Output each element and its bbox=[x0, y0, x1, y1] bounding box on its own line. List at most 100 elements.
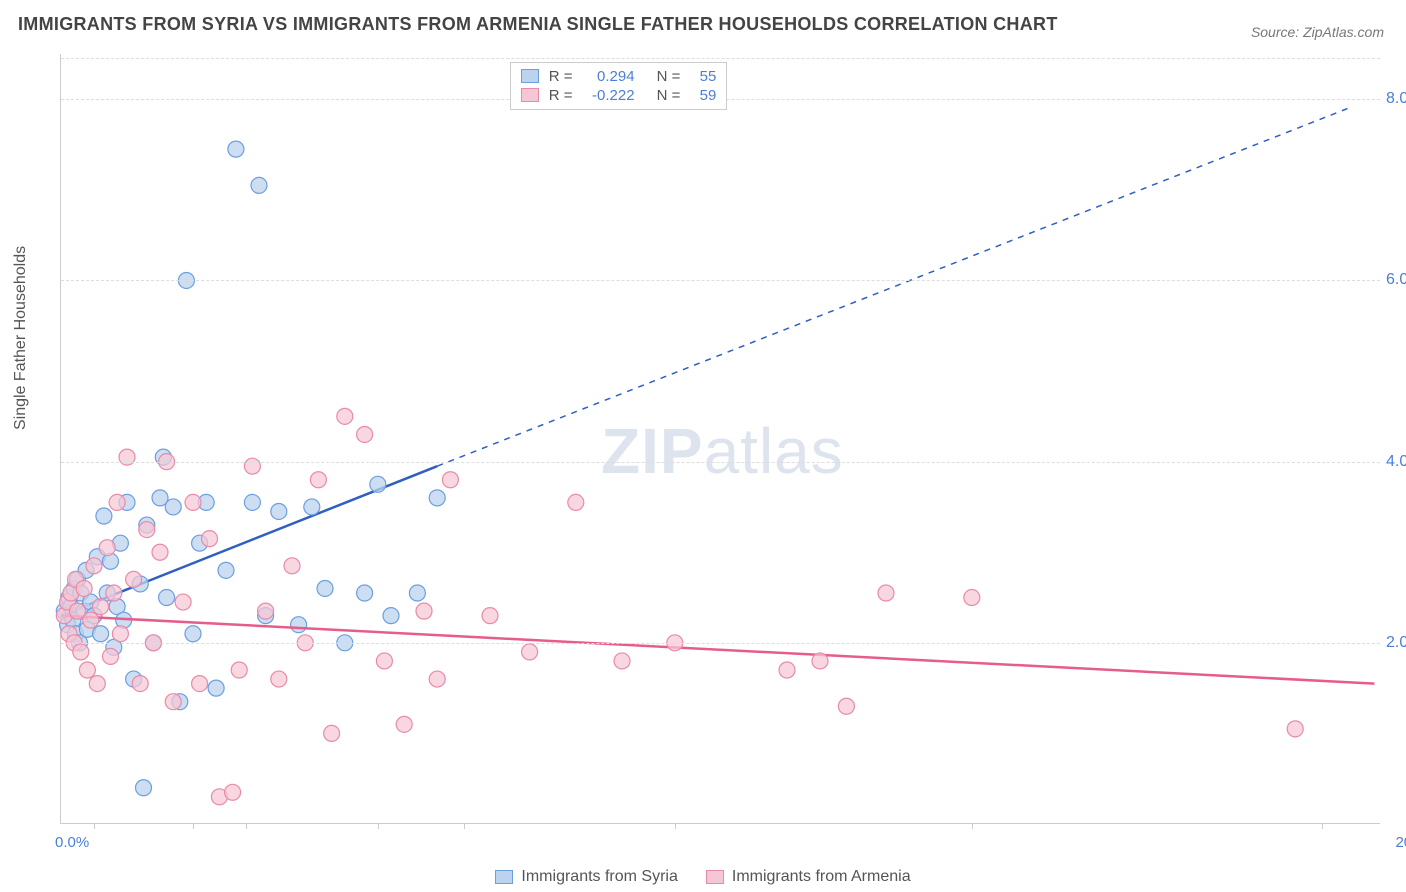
trend-line bbox=[61, 616, 1374, 684]
data-point bbox=[812, 653, 828, 669]
gridline bbox=[61, 280, 1380, 281]
data-point bbox=[357, 426, 373, 442]
x-max-label: 20.0% bbox=[1395, 834, 1406, 851]
legend-item: Immigrants from Armenia bbox=[706, 868, 911, 886]
data-point bbox=[165, 694, 181, 710]
data-point bbox=[228, 141, 244, 157]
data-point bbox=[93, 626, 109, 642]
n-value: 55 bbox=[690, 68, 716, 85]
data-point bbox=[152, 544, 168, 560]
data-point bbox=[964, 590, 980, 606]
data-point bbox=[185, 626, 201, 642]
x-tick bbox=[94, 823, 95, 829]
data-point bbox=[409, 585, 425, 601]
data-point bbox=[370, 476, 386, 492]
data-point bbox=[258, 603, 274, 619]
data-point bbox=[225, 784, 241, 800]
data-point bbox=[106, 585, 122, 601]
source-attribution: Source: ZipAtlas.com bbox=[1251, 24, 1384, 40]
x-tick bbox=[1322, 823, 1323, 829]
data-point bbox=[284, 558, 300, 574]
y-axis-label: Single Father Households bbox=[12, 246, 30, 430]
legend-swatch bbox=[495, 870, 513, 884]
data-point bbox=[429, 490, 445, 506]
data-point bbox=[103, 648, 119, 664]
data-point bbox=[99, 540, 115, 556]
data-point bbox=[324, 725, 340, 741]
data-point bbox=[416, 603, 432, 619]
correlation-legend: R = 0.294 N = 55 R = -0.222 N = 59 bbox=[510, 62, 728, 110]
data-point bbox=[271, 671, 287, 687]
n-value: 59 bbox=[690, 87, 716, 104]
chart-title: IMMIGRANTS FROM SYRIA VS IMMIGRANTS FROM… bbox=[18, 14, 1058, 35]
y-tick-label: 4.0% bbox=[1386, 453, 1406, 471]
data-point bbox=[878, 585, 894, 601]
gridline bbox=[61, 643, 1380, 644]
legend-item: Immigrants from Syria bbox=[495, 868, 677, 886]
data-point bbox=[244, 494, 260, 510]
x-tick bbox=[193, 823, 194, 829]
data-point bbox=[442, 472, 458, 488]
data-point bbox=[376, 653, 392, 669]
data-point bbox=[165, 499, 181, 515]
x-tick bbox=[378, 823, 379, 829]
r-label: R = bbox=[549, 87, 573, 104]
data-point bbox=[396, 716, 412, 732]
data-point bbox=[132, 676, 148, 692]
data-point bbox=[614, 653, 630, 669]
legend-bottom: Immigrants from Syria Immigrants from Arm… bbox=[0, 868, 1406, 886]
legend-swatch bbox=[521, 88, 539, 102]
gridline bbox=[61, 462, 1380, 463]
data-point bbox=[271, 503, 287, 519]
data-point bbox=[93, 599, 109, 615]
data-point bbox=[112, 626, 128, 642]
data-point bbox=[231, 662, 247, 678]
x-tick bbox=[675, 823, 676, 829]
data-point bbox=[429, 671, 445, 687]
data-point bbox=[73, 644, 89, 660]
data-point bbox=[83, 612, 99, 628]
data-point bbox=[218, 562, 234, 578]
y-tick-label: 8.0% bbox=[1386, 90, 1406, 108]
data-point bbox=[202, 531, 218, 547]
data-point bbox=[383, 608, 399, 624]
scatter-svg bbox=[61, 54, 1380, 823]
r-value: -0.222 bbox=[583, 87, 635, 104]
data-point bbox=[119, 449, 135, 465]
data-point bbox=[291, 617, 307, 633]
gridline bbox=[61, 58, 1380, 59]
data-point bbox=[89, 676, 105, 692]
data-point bbox=[136, 780, 152, 796]
y-tick-label: 6.0% bbox=[1386, 271, 1406, 289]
legend-swatch bbox=[706, 870, 724, 884]
legend-label: Immigrants from Armenia bbox=[732, 868, 911, 886]
x-tick bbox=[972, 823, 973, 829]
r-value: 0.294 bbox=[583, 68, 635, 85]
data-point bbox=[109, 494, 125, 510]
data-point bbox=[159, 590, 175, 606]
data-point bbox=[86, 558, 102, 574]
legend-row: R = -0.222 N = 59 bbox=[521, 86, 717, 105]
data-point bbox=[244, 458, 260, 474]
data-point bbox=[522, 644, 538, 660]
legend-row: R = 0.294 N = 55 bbox=[521, 67, 717, 86]
x-tick bbox=[246, 823, 247, 829]
data-point bbox=[139, 522, 155, 538]
data-point bbox=[304, 499, 320, 515]
data-point bbox=[175, 594, 191, 610]
legend-swatch bbox=[521, 69, 539, 83]
legend-label: Immigrants from Syria bbox=[521, 868, 677, 886]
y-tick-label: 2.0% bbox=[1386, 634, 1406, 652]
data-point bbox=[1287, 721, 1303, 737]
r-label: R = bbox=[549, 68, 573, 85]
x-tick bbox=[464, 823, 465, 829]
n-label: N = bbox=[657, 87, 681, 104]
trend-line-extrapolated bbox=[437, 108, 1348, 466]
data-point bbox=[317, 580, 333, 596]
data-point bbox=[96, 508, 112, 524]
data-point bbox=[838, 698, 854, 714]
data-point bbox=[357, 585, 373, 601]
data-point bbox=[310, 472, 326, 488]
data-point bbox=[568, 494, 584, 510]
n-label: N = bbox=[657, 68, 681, 85]
